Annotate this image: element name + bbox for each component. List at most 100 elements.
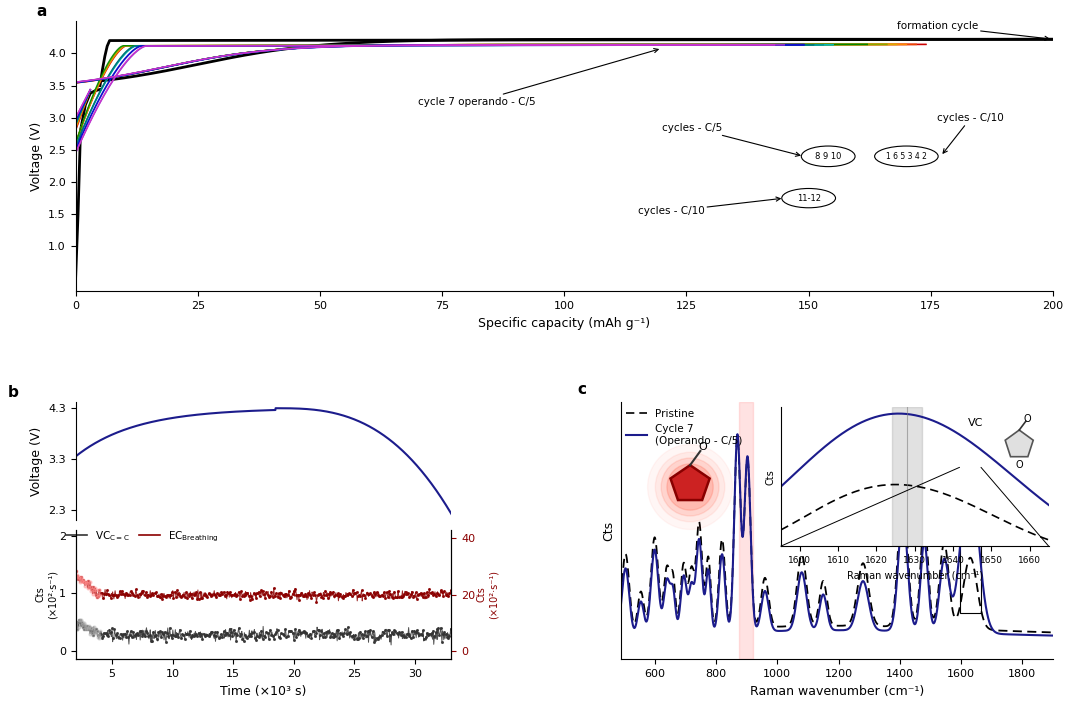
Point	[80, 623, 97, 635]
Point	[69, 573, 86, 584]
Point	[83, 585, 100, 596]
X-axis label: Time (×10³ s): Time (×10³ s)	[220, 685, 307, 698]
Point	[87, 589, 105, 601]
Point	[80, 621, 97, 632]
Point	[69, 623, 86, 635]
Text: 11-12: 11-12	[797, 194, 821, 203]
Point	[87, 627, 105, 639]
Point	[71, 576, 89, 588]
Y-axis label: Voltage (V): Voltage (V)	[29, 122, 42, 191]
X-axis label: Raman wavenumber (cm⁻¹): Raman wavenumber (cm⁻¹)	[750, 685, 924, 698]
Point	[68, 571, 85, 582]
Point	[85, 585, 103, 596]
Point	[77, 576, 94, 587]
Point	[83, 623, 100, 634]
Point	[81, 576, 98, 588]
Point	[89, 631, 106, 642]
Point	[68, 620, 85, 632]
Point	[79, 582, 96, 593]
Point	[75, 621, 92, 632]
Point	[76, 577, 93, 588]
Point	[73, 616, 91, 627]
Point	[68, 623, 85, 634]
Point	[92, 625, 109, 637]
Bar	[959, 467, 981, 613]
Point	[91, 630, 108, 641]
Point	[72, 572, 90, 584]
Y-axis label: Voltage (V): Voltage (V)	[29, 426, 42, 496]
Point	[71, 614, 89, 625]
Point	[77, 619, 94, 630]
Point	[76, 618, 93, 629]
Point	[77, 580, 94, 591]
Point	[78, 578, 95, 589]
Point	[91, 584, 108, 596]
Point	[82, 581, 99, 593]
Y-axis label: Cts
(×10²·s⁻¹): Cts (×10²·s⁻¹)	[36, 570, 57, 619]
Point	[81, 581, 98, 593]
Point	[70, 622, 87, 633]
Bar	[739, 402, 753, 659]
Point	[89, 588, 106, 600]
Text: 1 6 5 3 4 2: 1 6 5 3 4 2	[886, 152, 927, 161]
Point	[76, 624, 93, 635]
Point	[85, 621, 103, 632]
Text: b: b	[8, 385, 18, 400]
Point	[78, 620, 95, 632]
Point	[87, 623, 105, 635]
Point	[80, 576, 97, 587]
Point	[72, 571, 90, 582]
Point	[72, 614, 90, 625]
Point	[79, 622, 96, 633]
Point	[73, 619, 91, 630]
Text: formation cycle: formation cycle	[896, 21, 1049, 40]
Point	[89, 625, 106, 637]
Point	[68, 570, 85, 581]
Point	[69, 616, 86, 627]
Point	[85, 627, 103, 638]
Text: cycles - C/10: cycles - C/10	[637, 197, 780, 216]
Y-axis label: Cts: Cts	[603, 520, 616, 541]
Point	[86, 583, 104, 594]
Point	[67, 616, 84, 627]
Point	[83, 627, 100, 638]
Point	[89, 591, 106, 603]
Point	[84, 581, 102, 592]
Y-axis label: Cts
(×10²·s⁻¹): Cts (×10²·s⁻¹)	[476, 570, 498, 619]
Point	[75, 574, 92, 586]
Point	[70, 615, 87, 626]
Point	[81, 628, 98, 640]
Point	[70, 571, 87, 583]
Point	[78, 578, 95, 589]
Point	[73, 575, 91, 586]
Point	[90, 630, 107, 641]
Point	[87, 585, 105, 596]
Text: cycle 7 operando - C/5: cycle 7 operando - C/5	[418, 48, 658, 107]
Point	[90, 590, 107, 601]
X-axis label: Specific capacity (mAh g⁻¹): Specific capacity (mAh g⁻¹)	[478, 317, 650, 330]
Text: 8 9 10: 8 9 10	[815, 152, 841, 161]
Point	[77, 623, 94, 635]
Point	[73, 576, 91, 587]
Point	[78, 623, 95, 634]
Point	[84, 588, 102, 599]
Point	[81, 621, 98, 632]
Text: a: a	[37, 4, 46, 18]
Point	[67, 565, 84, 576]
Point	[76, 576, 93, 588]
Point	[90, 585, 107, 596]
Point	[80, 579, 97, 591]
Text: cycles - C/5: cycles - C/5	[662, 123, 800, 156]
Point	[84, 624, 102, 635]
Point	[92, 590, 109, 601]
Text: c: c	[578, 382, 586, 397]
Point	[85, 586, 103, 598]
Point	[70, 572, 87, 584]
Legend: Pristine, Cycle 7
(Operando - C/5): Pristine, Cycle 7 (Operando - C/5)	[622, 405, 746, 450]
Point	[82, 623, 99, 634]
Point	[84, 630, 102, 641]
Point	[83, 584, 100, 595]
Legend: VC$_{\mathregular{C=C}}$, EC$_{\mathregular{Breathing}}$: VC$_{\mathregular{C=C}}$, EC$_{\mathregu…	[62, 525, 222, 548]
Point	[86, 627, 104, 638]
Point	[72, 620, 90, 631]
